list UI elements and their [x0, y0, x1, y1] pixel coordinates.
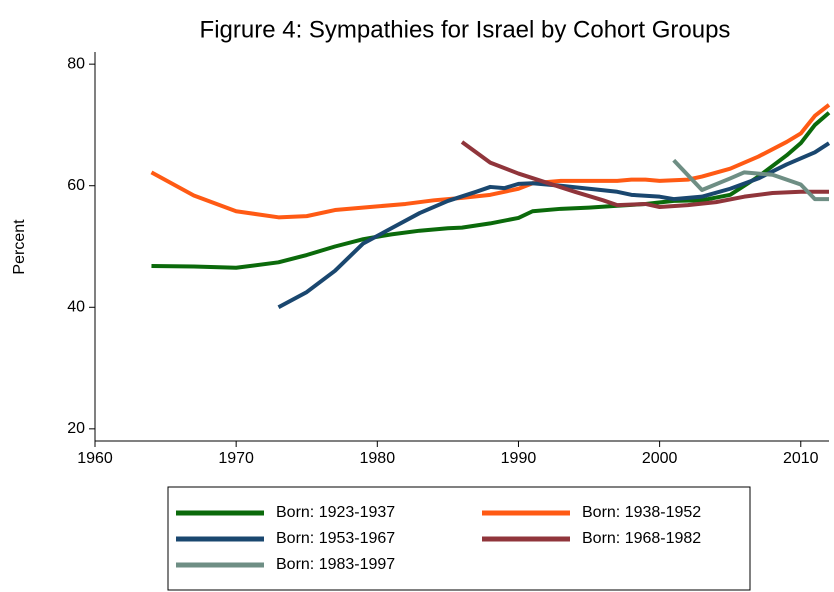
- y-tick-label: 40: [67, 299, 85, 316]
- legend-box: [167, 486, 751, 591]
- x-tick-label: 2000: [642, 450, 678, 467]
- x-tick-label: 1980: [360, 450, 396, 467]
- x-tick-label: 1970: [218, 450, 254, 467]
- legend-label: Born: 1923-1937: [276, 504, 395, 521]
- series-line: [460, 140, 829, 209]
- x-tick-label: 1960: [77, 450, 113, 467]
- y-tick-label: 60: [67, 177, 85, 194]
- x-tick-label: 2010: [783, 450, 819, 467]
- series-line: [150, 103, 831, 220]
- chart-title: Figrure 4: Sympathies for Israel by Coho…: [200, 16, 731, 43]
- y-tick-label: 80: [67, 55, 85, 72]
- series-line: [672, 158, 829, 202]
- y-axis-label: Percent: [11, 219, 28, 275]
- y-tick-label: 20: [67, 420, 85, 437]
- x-tick-label: 1990: [501, 450, 537, 467]
- legend-label: Born: 1938-1952: [582, 504, 701, 521]
- legend-label: Born: 1953-1967: [276, 530, 395, 547]
- legend-label: Born: 1983-1997: [276, 556, 395, 573]
- legend-label: Born: 1968-1982: [582, 530, 701, 547]
